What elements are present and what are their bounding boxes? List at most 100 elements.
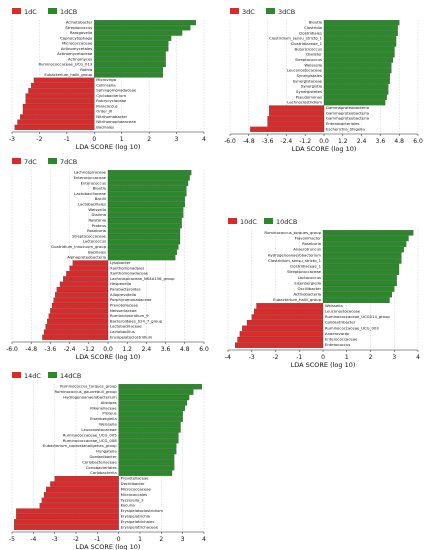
bar-label: Alloprevotella (110, 292, 136, 297)
legend-label: 3dCB (278, 8, 295, 16)
bar-label: Xanthomonadaceae (110, 271, 149, 276)
lda-bar (43, 329, 109, 335)
lda-bar (17, 119, 95, 125)
lda-bar (14, 524, 119, 530)
lda-bar (118, 438, 179, 444)
x-tick-label: 1.2 (338, 138, 348, 145)
bar-label: Capnocytophaga (60, 35, 92, 40)
lda-bar (118, 411, 183, 417)
x-tick-label: 2 (159, 536, 163, 543)
bar-label: Actinobacteria (294, 292, 321, 297)
lda-bar (118, 389, 194, 395)
bar-label: Clostridium_innocuum_group (51, 244, 107, 249)
x-tick-label: -3.6 (45, 346, 57, 353)
lda-bar (323, 94, 387, 100)
lda-bar (25, 98, 95, 104)
bar-label: Lactobacillaceae (110, 324, 142, 329)
lda-bar (118, 405, 185, 411)
lda-bar (323, 89, 389, 95)
lda-bar (107, 175, 190, 181)
legend-label: 7dC (24, 158, 37, 166)
lda-bar (107, 249, 177, 255)
bar-label: Rothia (80, 67, 92, 72)
lda-bar (250, 126, 325, 132)
lda-bar (107, 196, 185, 202)
bar-label: Hydrogenoanaerobacterium (63, 395, 117, 400)
lda-bar (323, 62, 392, 68)
legend-swatch (228, 218, 237, 224)
bar-label: Neisseriaceae (110, 308, 137, 313)
x-tick-label: -3 (52, 536, 58, 543)
bar-label: Weissella (325, 303, 343, 308)
bar-label: Synergistaceae (293, 78, 323, 83)
lda-bar (323, 36, 397, 42)
bar-label: Lactobacillaceae (74, 191, 106, 196)
lda-bar (322, 280, 397, 287)
lda-bar (322, 241, 407, 247)
x-axis-label: LDA SCORE (log 10) (76, 353, 141, 361)
lda-bar (31, 82, 95, 89)
bar-label: Leuconostocaceae (325, 308, 361, 313)
lda-bar (118, 448, 177, 455)
x-tick-label: 3 (392, 354, 396, 361)
lda-bar (269, 110, 325, 116)
lda-bar (94, 46, 169, 52)
lda-bar (39, 503, 119, 509)
bar-label: Erysipelotrichia (121, 513, 150, 518)
lda-bar (107, 201, 185, 208)
x-tick-label: 4 (202, 536, 206, 543)
x-tick-label: -6.0 (224, 138, 236, 145)
lda-bar (47, 318, 109, 324)
bar-label: Roseburia (302, 241, 321, 246)
lda-bar (48, 313, 109, 319)
legend-label: 1dC (24, 8, 37, 16)
lda-panel-4: 10dC 10dCB Ruminococcus_torques_groupFlavo… (225, 218, 420, 369)
bar-label: Lactococcus (83, 239, 106, 244)
lda-panel-2: 3dC 3dCBBlautiaClostridiaClostridialesClo… (224, 8, 423, 153)
lda-bar (118, 400, 188, 406)
bar-label: Cyclobacterium (96, 93, 126, 98)
lda-bar (20, 114, 95, 120)
legend-label: 10dC (240, 218, 257, 226)
x-tick-label: -2 (273, 354, 279, 361)
lda-bar (267, 116, 325, 122)
lda-bar (323, 100, 386, 106)
legend-swatch (12, 372, 21, 378)
legend-label: 7dCB (60, 158, 77, 166)
x-tick-label: 2 (369, 354, 373, 361)
lda-bar (94, 41, 169, 47)
x-tick-label: 6.0 (199, 346, 209, 353)
lda-bar (322, 246, 404, 253)
lda-bar (107, 217, 182, 224)
lda-bar (107, 186, 187, 192)
lda-bar (53, 297, 109, 303)
bar-label: Actinomycetaceae (57, 51, 93, 56)
bar-label: Actinomyces (68, 56, 92, 61)
bar-label: Porphyromonadaceae (110, 297, 152, 302)
bar-label: Micrococcaceae (121, 486, 152, 491)
lda-bar (51, 302, 109, 309)
lda-bar (54, 476, 119, 482)
bar-label: Xanthomonadales (110, 265, 144, 270)
bar-label: Alphaproteobacteria (67, 255, 106, 260)
bar-label: Prevotellaceae (110, 302, 139, 307)
lda-bar (56, 286, 109, 293)
x-tick-label: 1 (120, 136, 124, 143)
legend: 14dC 14dCB (12, 372, 81, 380)
lda-bar (267, 121, 325, 127)
bar-label: Ruminococcus_torques_group (60, 384, 117, 389)
bar-label: Eubacterium_coprostanoligenes_group (43, 443, 117, 448)
bar-label: Clostridium_sensu_stricto_1 (269, 36, 322, 41)
x-tick-label: -1.2 (299, 138, 311, 145)
x-tick-label: 3 (181, 536, 185, 543)
bar-label: Nitrihomophaeaceae (96, 119, 136, 124)
bar-label: Ruminococcus_gauvreauii_group (54, 389, 117, 394)
bar-label: Microvirga (96, 77, 116, 82)
bar-label: Anaerovorax (325, 331, 350, 336)
bar-label: Collinsella (96, 82, 115, 87)
lda-bar (22, 109, 95, 115)
bar-label: Erysipelotrichales (121, 519, 155, 524)
lda-bar (118, 421, 181, 428)
lda-bar (118, 443, 177, 449)
